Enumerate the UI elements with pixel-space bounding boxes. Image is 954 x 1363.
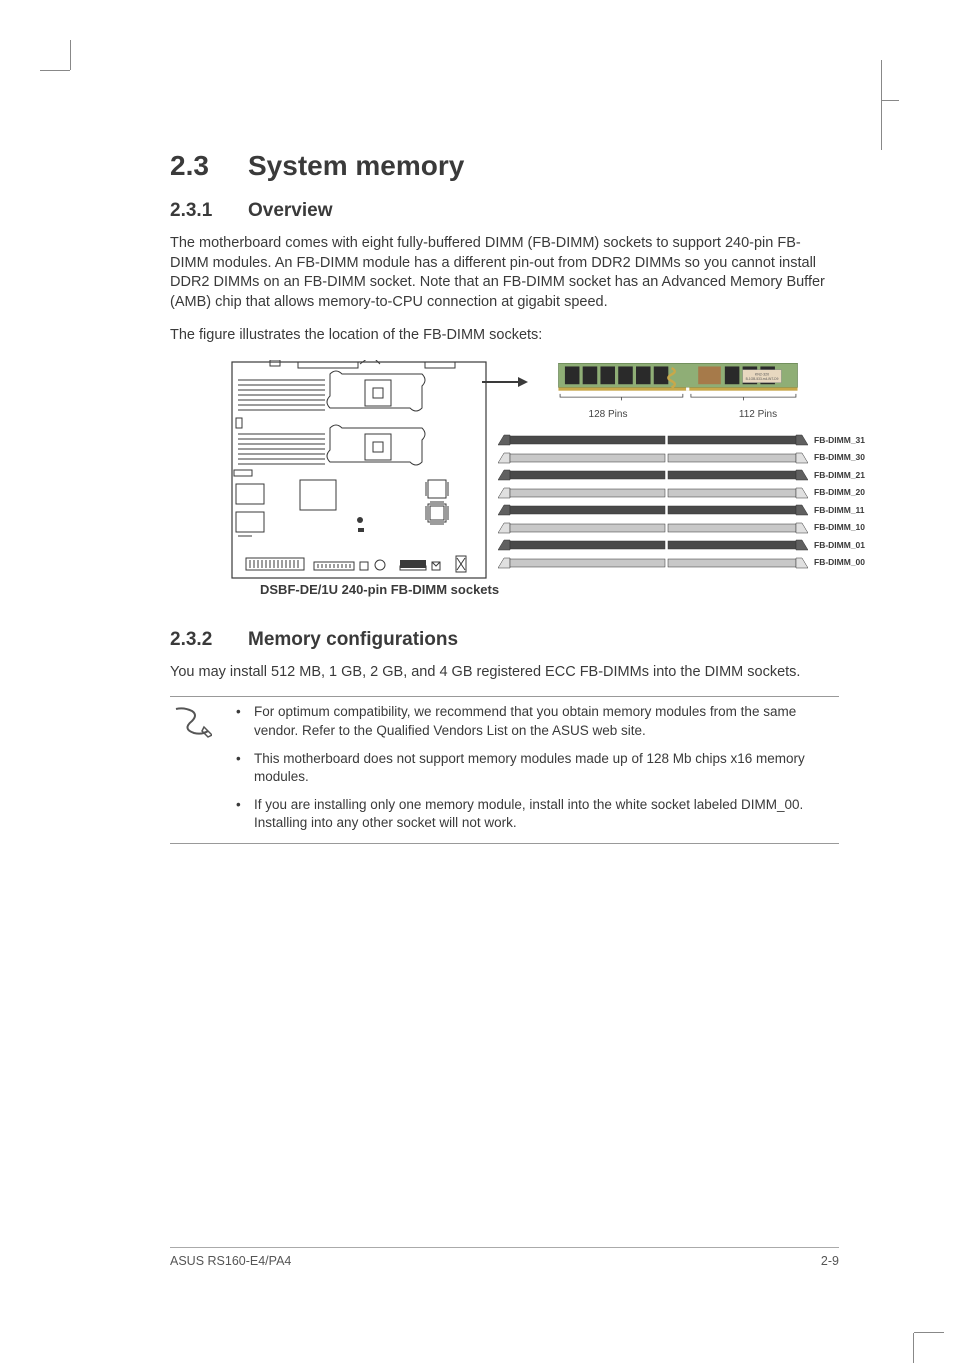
body-paragraph: The motherboard comes with eight fully-b…	[170, 234, 839, 312]
subheading-number: 2.3.2	[170, 629, 248, 651]
svg-text:B-1GB-533-m4-lNT-D9: B-1GB-533-m4-lNT-D9	[746, 377, 779, 381]
dimm-slot-label: FB-DIMM_11	[814, 505, 865, 515]
svg-text:KN2-320: KN2-320	[755, 372, 769, 376]
page-footer: ASUS RS160-E4/PA4 2-9	[170, 1247, 839, 1268]
dimm-slot-row: FB-DIMM_00	[498, 554, 865, 570]
dimm-slot-icon	[498, 538, 808, 551]
footer-left: ASUS RS160-E4/PA4	[170, 1254, 291, 1268]
dimm-slot-label: FB-DIMM_30	[814, 452, 865, 462]
note-icon	[170, 703, 214, 834]
note-item: For optimum compatibility, we recommend …	[230, 703, 839, 739]
dimm-slot-icon	[498, 556, 808, 569]
arrow-icon	[482, 376, 528, 388]
dimm-module-diagram: KN2-320 B-1GB-533-m4-lNT-D9	[528, 360, 828, 402]
heading-title: System memory	[248, 150, 464, 181]
note-item: This motherboard does not support memory…	[230, 750, 839, 786]
dimm-slot-row: FB-DIMM_20	[498, 484, 865, 500]
dimm-slot-row: FB-DIMM_11	[498, 502, 865, 518]
figure-caption: DSBF-DE/1U 240-pin FB-DIMM sockets	[260, 582, 850, 597]
subheading-title: Memory configurations	[248, 629, 458, 650]
dimm-slots: FB-DIMM_31 FB-DIMM_30 FB-DIMM_21 FB-DIMM…	[498, 432, 865, 571]
motherboard-diagram	[230, 360, 488, 580]
pin-labels: 128 Pins 112 Pins	[528, 409, 865, 420]
section-heading-2: 2.3.2Memory configurations	[170, 629, 839, 651]
page-content: 2.3System memory 2.3.1Overview The mothe…	[0, 0, 954, 904]
heading-number: 2.3	[170, 150, 248, 182]
dimm-slot-label: FB-DIMM_01	[814, 540, 865, 550]
note-block: For optimum compatibility, we recommend …	[170, 696, 839, 843]
dimm-slot-row: FB-DIMM_30	[498, 449, 865, 465]
dimm-slot-row: FB-DIMM_31	[498, 432, 865, 448]
dimm-slot-label: FB-DIMM_31	[814, 435, 865, 445]
section-heading-1: 2.3System memory	[170, 150, 839, 182]
dimm-slot-icon	[498, 468, 808, 481]
body-paragraph: You may install 512 MB, 1 GB, 2 GB, and …	[170, 663, 839, 683]
crop-mark	[884, 1303, 944, 1363]
note-list: For optimum compatibility, we recommend …	[230, 703, 839, 834]
pin-label-left: 128 Pins	[528, 409, 688, 420]
section-heading-2: 2.3.1Overview	[170, 200, 839, 222]
dimm-slot-icon	[498, 521, 808, 534]
dimm-slot-icon	[498, 503, 808, 516]
dimm-slot-label: FB-DIMM_21	[814, 470, 865, 480]
subheading-number: 2.3.1	[170, 200, 248, 222]
dimm-slot-label: FB-DIMM_20	[814, 487, 865, 497]
subheading-title: Overview	[248, 200, 333, 221]
crop-mark	[881, 60, 899, 150]
dimm-slot-icon	[498, 486, 808, 499]
dimm-slot-row: FB-DIMM_21	[498, 467, 865, 483]
dimm-slot-label: FB-DIMM_00	[814, 557, 865, 567]
note-item: If you are installing only one memory mo…	[230, 796, 839, 832]
dimm-slot-row: FB-DIMM_01	[498, 537, 865, 553]
dimm-slot-label: FB-DIMM_10	[814, 522, 865, 532]
pin-label-right: 112 Pins	[688, 409, 828, 420]
dimm-slot-icon	[498, 433, 808, 446]
dimm-slot-icon	[498, 451, 808, 464]
body-paragraph: The figure illustrates the location of t…	[170, 326, 839, 346]
dimm-slot-row: FB-DIMM_10	[498, 519, 865, 535]
crop-mark	[40, 40, 100, 100]
footer-right: 2-9	[821, 1254, 839, 1268]
figure: KN2-320 B-1GB-533-m4-lNT-D9 128 Pins 112…	[230, 360, 850, 597]
